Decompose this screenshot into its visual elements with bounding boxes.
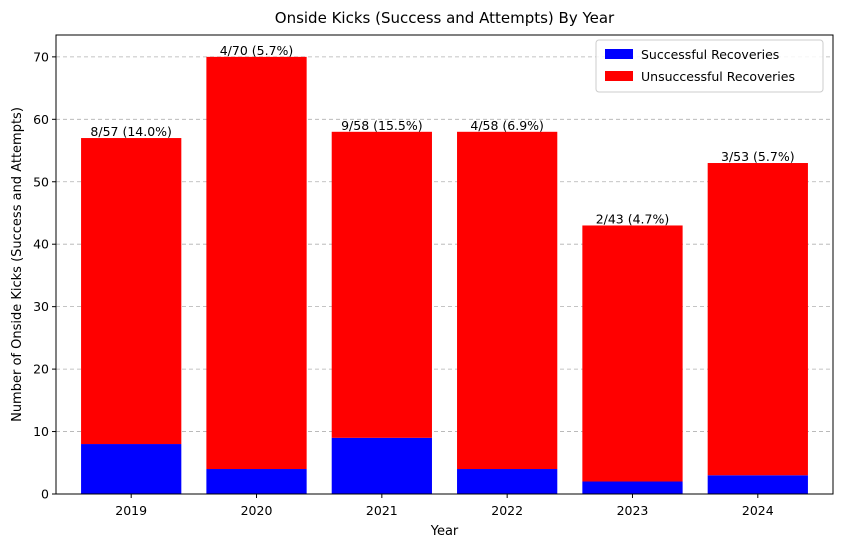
x-tick-label: 2019	[115, 503, 147, 518]
data-label: 2/43 (4.7%)	[596, 211, 670, 226]
y-axis-label: Number of Onside Kicks (Success and Atte…	[10, 107, 25, 422]
legend-box	[595, 39, 824, 93]
y-tick-label: 40	[33, 237, 49, 252]
x-tick-label: 2023	[617, 503, 649, 518]
legend-swatch	[605, 49, 633, 59]
bar-successful	[206, 469, 307, 494]
data-label: 3/53 (5.7%)	[721, 149, 795, 164]
x-axis-ticks: 2019 2020 2021 2022 2023 2024	[115, 494, 774, 518]
y-tick-label: 30	[33, 299, 49, 314]
bar-successful	[81, 444, 182, 494]
x-tick-label: 2021	[366, 503, 398, 518]
legend-swatch	[605, 71, 633, 81]
bar-successful	[707, 475, 808, 494]
x-axis-label: Year	[430, 524, 459, 539]
bar-unsuccessful	[81, 138, 182, 445]
x-tick-label: 2020	[241, 503, 273, 518]
data-label: 9/58 (15.5%)	[341, 118, 423, 133]
legend: Successful Recoveries Unsuccessful Recove…	[595, 39, 824, 93]
y-tick-label: 10	[33, 424, 49, 439]
bar-unsuccessful	[206, 56, 307, 470]
x-tick-label: 2024	[742, 503, 774, 518]
y-tick-label: 20	[33, 362, 49, 377]
gridlines	[56, 56, 833, 495]
y-axis-ticks: 0 10 20 30 40 50 60 70	[33, 49, 56, 502]
y-tick-label: 60	[33, 112, 49, 127]
data-label: 4/70 (5.7%)	[220, 43, 294, 58]
y-tick-label: 70	[33, 49, 49, 64]
bars	[81, 56, 808, 494]
legend-label: Unsuccessful Recoveries	[641, 69, 795, 84]
bar-successful	[457, 469, 558, 494]
chart-title: Onside Kicks (Success and Attempts) By Y…	[275, 9, 615, 27]
bar-successful	[331, 437, 432, 494]
bar-successful	[582, 481, 683, 494]
data-labels: 8/57 (14.0%) 4/70 (5.7%) 9/58 (15.5%) 4/58 …	[90, 43, 794, 227]
y-tick-label: 0	[41, 487, 49, 502]
data-label: 8/57 (14.0%)	[90, 124, 172, 139]
bar-unsuccessful	[457, 131, 558, 470]
legend-label: Successful Recoveries	[641, 47, 779, 62]
bar-unsuccessful	[331, 131, 432, 438]
plot-area-frame	[55, 34, 834, 495]
x-tick-label: 2022	[491, 503, 523, 518]
bar-unsuccessful	[707, 163, 808, 476]
bar-unsuccessful	[582, 225, 683, 482]
y-tick-label: 50	[33, 174, 49, 189]
data-label: 4/58 (6.9%)	[470, 118, 544, 133]
